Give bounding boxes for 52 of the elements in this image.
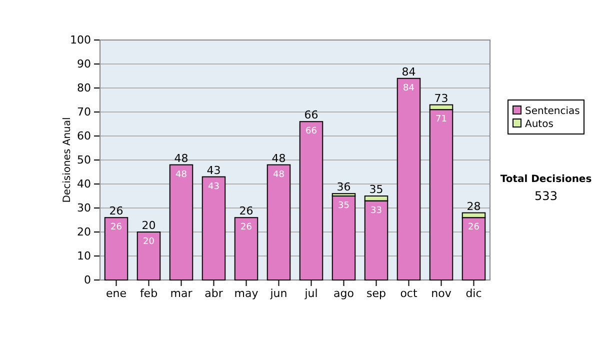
x-tick-label: feb (140, 286, 158, 300)
total-label: 28 (466, 200, 481, 213)
total-label: 20 (142, 219, 156, 232)
y-tick-label: 40 (77, 178, 91, 191)
y-tick-label: 80 (77, 82, 91, 95)
y-tick-label: 10 (77, 250, 91, 263)
total-label: 84 (402, 65, 416, 78)
data-label: 35 (338, 201, 350, 211)
data-label: 48 (176, 170, 188, 180)
x-tick-label: oct (400, 286, 418, 300)
total-label: 73 (434, 92, 448, 105)
text: Total Decisiones (500, 174, 592, 185)
x-tick-label: may (234, 286, 259, 300)
x-tick-label: mar (170, 286, 193, 300)
total-label: 48 (272, 152, 286, 165)
y-tick-label: 0 (84, 274, 91, 287)
data-label: 26 (468, 222, 480, 233)
y-tick-label: 70 (77, 106, 91, 119)
legend-label: Sentencias (525, 106, 580, 117)
x-tick-label: ene (106, 286, 127, 300)
x-tick-label: jun (269, 286, 288, 300)
x-tick-label: jul (304, 286, 318, 300)
x-tick-label: ago (334, 286, 354, 300)
data-label: 26 (110, 222, 122, 233)
total-label: 36 (336, 180, 351, 194)
x-tick-label: sep (366, 286, 386, 300)
y-tick-label: 90 (77, 58, 91, 71)
total-label: 43 (206, 164, 221, 177)
total-label: 35 (369, 183, 384, 196)
x-tick-label: dic (466, 286, 482, 300)
data-label: 20 (143, 237, 155, 247)
total-label: 26 (109, 204, 124, 218)
x-tick-label: nov (431, 286, 452, 300)
data-label: 33 (370, 206, 382, 216)
y-tick-label: 30 (77, 202, 91, 215)
y-tick-label: 100 (70, 34, 91, 47)
total-label: 48 (174, 152, 188, 165)
data-label: 43 (208, 182, 220, 192)
y-axis-title: Decisiones Anual (62, 117, 73, 203)
x-tick-label: abr (204, 286, 224, 300)
total-label: 66 (304, 108, 318, 122)
legend-label: Autos (525, 119, 554, 130)
data-label: 26 (240, 222, 252, 233)
data-label: 84 (403, 83, 415, 94)
y-tick-label: 20 (77, 226, 91, 239)
text: 533 (534, 189, 558, 203)
data-label: 48 (273, 170, 285, 180)
data-label: 66 (306, 126, 318, 137)
data-label: 71 (436, 114, 447, 125)
total-label: 26 (239, 204, 254, 218)
y-tick-label: 60 (77, 130, 91, 143)
y-tick-label: 50 (77, 154, 91, 167)
